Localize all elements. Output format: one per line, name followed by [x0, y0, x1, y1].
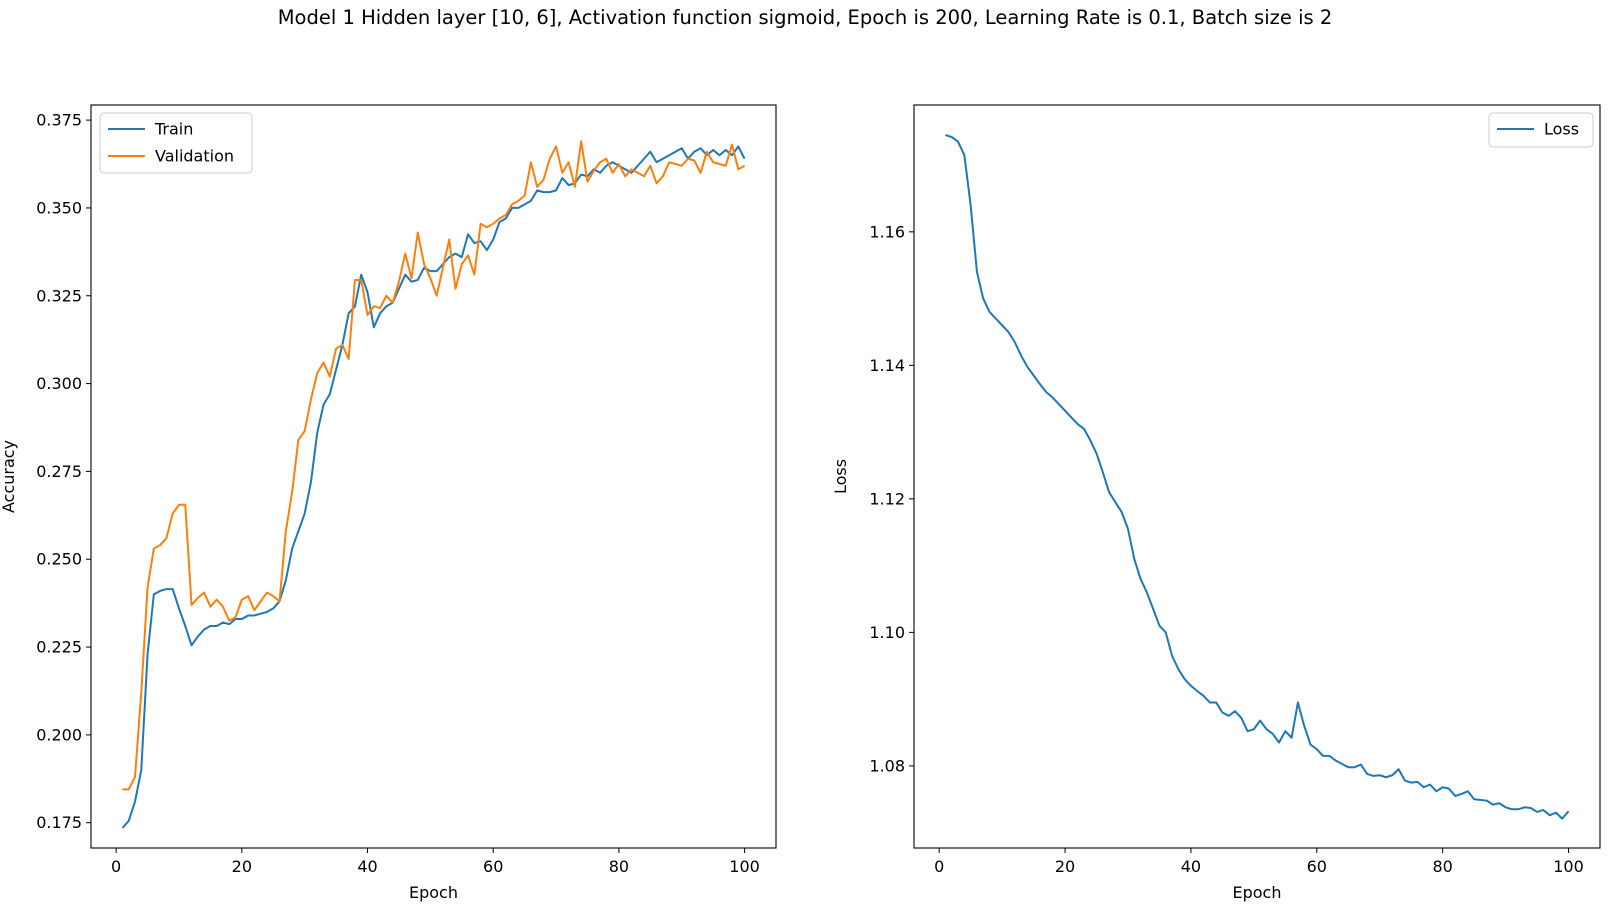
y-tick-label: 0.200: [36, 725, 82, 744]
y-tick-label: 0.275: [36, 462, 82, 481]
x-axis-label: Epoch: [409, 883, 458, 902]
legend: Loss: [1488, 112, 1594, 148]
series-line-loss: [945, 134, 1570, 820]
x-tick-label: 0: [111, 857, 121, 876]
y-axis-label: Accuracy: [0, 440, 18, 513]
chart-panel-2: 0 20 40 60 80 100 1.08 1.10 1.12 1.14 1.16 Epoch Los…: [831, 104, 1601, 902]
plot-frame: [90, 104, 777, 849]
x-tick-label: 40: [357, 857, 377, 876]
x-tick-label: 20: [1055, 857, 1075, 876]
y-tick-label: 0.325: [36, 286, 82, 305]
legend-box: [1488, 112, 1594, 148]
legend: Train Validation: [99, 112, 253, 174]
x-tick-label: 20: [232, 857, 252, 876]
y-tick-label: 1.10: [869, 623, 905, 642]
y-tick-label: 0.350: [36, 198, 82, 217]
x-tick-label: 80: [1432, 857, 1452, 876]
y-axis-label: Loss: [831, 459, 850, 494]
y-tick-label: 1.12: [869, 489, 905, 508]
x-tick-label: 60: [483, 857, 503, 876]
y-tick-label: 0.225: [36, 638, 82, 657]
y-tick-label: 0.300: [36, 374, 82, 393]
x-tick-label: 100: [1553, 857, 1584, 876]
legend-label-train: Train: [154, 120, 193, 139]
y-tick-label: 0.375: [36, 111, 82, 130]
legend-label-validation: Validation: [155, 147, 234, 166]
chart-panel-1: 0 20 40 60 80 100 0.175 0.200 0.225 0.250 0.275 0.3…: [0, 104, 777, 902]
x-tick-label: 40: [1181, 857, 1201, 876]
y-tick-label: 0.250: [36, 550, 82, 569]
y-tick-label: 1.08: [869, 756, 905, 775]
figure-title: Model 1 Hidden layer [10, 6], Activation…: [277, 6, 1333, 29]
x-tick-label: 100: [729, 857, 760, 876]
legend-label-loss: Loss: [1544, 120, 1579, 139]
x-axis-label: Epoch: [1233, 883, 1282, 902]
series-line-train: [121, 145, 746, 829]
x-tick-label: 80: [609, 857, 629, 876]
series-line-validation: [122, 140, 746, 791]
y-tick-label: 0.175: [36, 813, 82, 832]
x-tick-label: 60: [1307, 857, 1327, 876]
x-tick-label: 0: [934, 857, 944, 876]
y-tick-label: 1.16: [869, 222, 905, 241]
y-tick-label: 1.14: [869, 356, 905, 375]
plot-frame: [913, 104, 1601, 849]
